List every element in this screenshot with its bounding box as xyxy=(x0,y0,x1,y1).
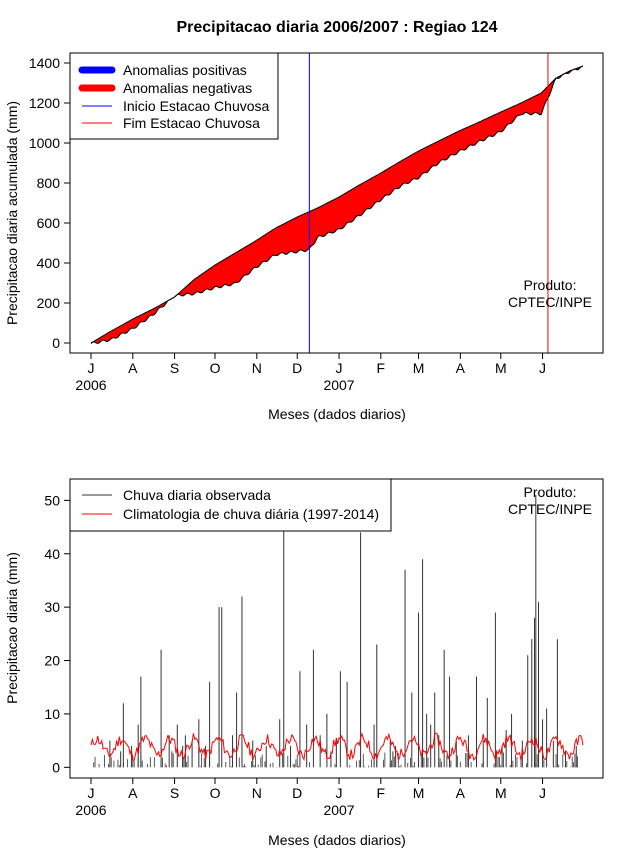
year-label-top: 2007 xyxy=(323,377,354,393)
daily-rain-bars xyxy=(93,495,579,768)
x-tick-label-bottom: M xyxy=(413,785,425,801)
y-tick-label-bottom: 10 xyxy=(44,706,60,722)
x-tick-label-top: A xyxy=(128,360,138,376)
bottom-produto-label: Produto: CPTEC/INPE xyxy=(508,484,592,517)
x-tick-label-bottom: N xyxy=(252,785,262,801)
y-tick-label-bottom: 0 xyxy=(52,759,60,775)
x-tick-label-top: J xyxy=(539,360,546,376)
y-tick-label-bottom: 30 xyxy=(44,599,60,615)
x-tick-label-bottom: S xyxy=(170,785,179,801)
top-xlabel: Meses (dados diarios) xyxy=(268,406,406,422)
legend-label-anomalias-negativas: Anomalias negativas xyxy=(123,80,252,96)
year-label-top: 2006 xyxy=(75,377,106,393)
produto-line-1-bottom: Produto: xyxy=(524,484,577,500)
y-tick-label-top: 400 xyxy=(37,255,61,271)
x-tick-label-top: D xyxy=(292,360,302,376)
legend-label-climatologia: Climatologia de chuva diária (1997-2014) xyxy=(123,506,379,522)
y-tick-label-top: 0 xyxy=(52,335,60,351)
x-tick-label-bottom: J xyxy=(539,785,546,801)
y-tick-label-top: 1400 xyxy=(29,55,60,71)
x-tick-label-bottom: M xyxy=(495,785,507,801)
negative-anomaly-area xyxy=(91,66,583,344)
x-tick-label-top: S xyxy=(170,360,179,376)
x-tick-label-top: J xyxy=(88,360,95,376)
bottom-ylabel: Precipitacao diaria (mm) xyxy=(4,552,20,704)
x-tick-label-bottom: F xyxy=(377,785,386,801)
y-tick-label-bottom: 50 xyxy=(44,492,60,508)
x-tick-label-top: A xyxy=(456,360,466,376)
x-tick-label-bottom: A xyxy=(128,785,138,801)
y-tick-label-bottom: 20 xyxy=(44,653,60,669)
y-tick-label-top: 800 xyxy=(37,175,61,191)
produto-line-2: CPTEC/INPE xyxy=(508,294,592,310)
observed-cumulative-line xyxy=(90,65,584,344)
top-plot-frame xyxy=(69,52,604,354)
climatology-line xyxy=(90,732,584,762)
produto-line-1: Produto: xyxy=(524,277,577,293)
legend-label-chuva-observada: Chuva diaria observada xyxy=(123,487,271,503)
y-tick-label-top: 200 xyxy=(37,295,61,311)
top-legend: Anomalias positivas Anomalias negativas … xyxy=(69,52,279,140)
x-tick-label-bottom: J xyxy=(88,785,95,801)
y-tick-label-top: 1000 xyxy=(29,135,60,151)
x-tick-label-bottom: D xyxy=(292,785,302,801)
top-produto-label: Produto: CPTEC/INPE xyxy=(508,277,592,310)
x-tick-label-bottom: J xyxy=(336,785,343,801)
x-tick-label-bottom: O xyxy=(210,785,221,801)
anomaly-area xyxy=(91,66,583,344)
x-tick-label-top: J xyxy=(336,360,343,376)
chart-title: Precipitacao diaria 2006/2007 : Regiao 1… xyxy=(176,19,497,36)
y-tick-label-bottom: 40 xyxy=(44,546,60,562)
x-tick-label-top: O xyxy=(210,360,221,376)
year-label-bottom: 2007 xyxy=(323,802,354,818)
x-tick-label-bottom: A xyxy=(456,785,466,801)
cumulative-lines xyxy=(90,53,584,353)
legend-label-anomalias-positivas: Anomalias positivas xyxy=(123,62,247,78)
y-tick-label-top: 600 xyxy=(37,215,61,231)
bottom-legend: Chuva diaria observada Climatologia de c… xyxy=(69,478,392,532)
legend-label-inicio: Inicio Estacao Chuvosa xyxy=(123,98,270,114)
x-tick-label-top: M xyxy=(495,360,507,376)
produto-line-2-bottom: CPTEC/INPE xyxy=(508,501,592,517)
bottom-xlabel: Meses (dados diarios) xyxy=(268,832,406,848)
legend-label-fim: Fim Estacao Chuvosa xyxy=(123,115,260,131)
x-tick-label-top: M xyxy=(413,360,425,376)
y-tick-label-top: 1200 xyxy=(29,95,60,111)
bottom-legend-box xyxy=(69,478,392,532)
climatology-daily-line xyxy=(90,732,584,762)
x-tick-label-top: F xyxy=(377,360,386,376)
x-tick-label-top: N xyxy=(252,360,262,376)
top-ylabel: Precipitacao diaria acumulada (mm) xyxy=(4,101,20,325)
year-label-bottom: 2006 xyxy=(75,802,106,818)
